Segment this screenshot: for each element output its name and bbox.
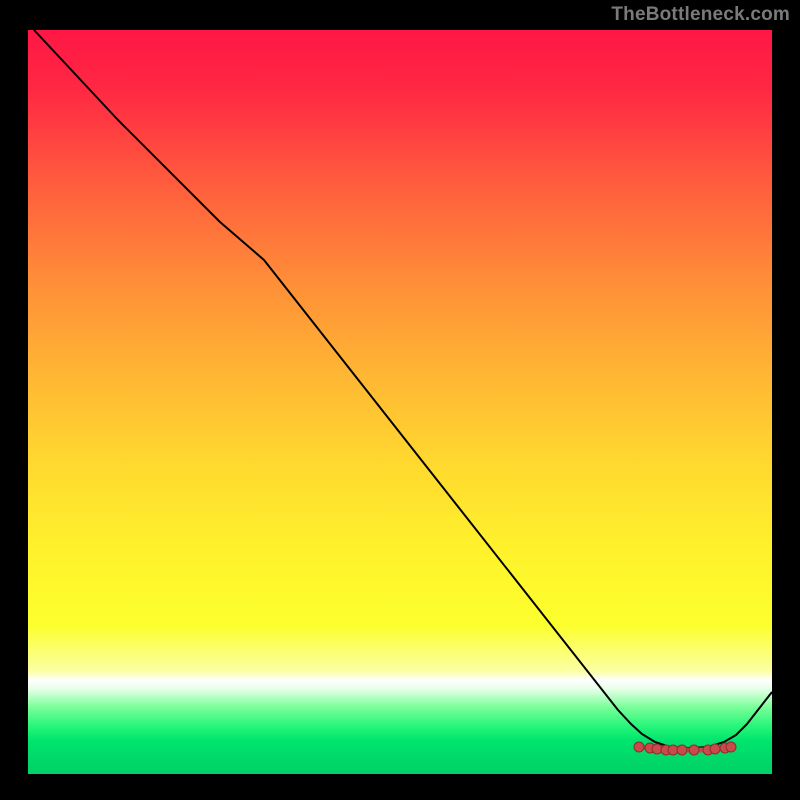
attribution-label: TheBottleneck.com [611,4,790,26]
marker-dot [634,742,644,752]
marker-dot [689,745,699,755]
marker-dot [677,745,687,755]
chart-svg [28,30,772,774]
plot-area [28,30,772,774]
marker-dot [726,742,736,752]
chart-container: TheBottleneck.com [0,0,800,800]
marker-dot [652,744,662,754]
marker-dot [710,744,720,754]
